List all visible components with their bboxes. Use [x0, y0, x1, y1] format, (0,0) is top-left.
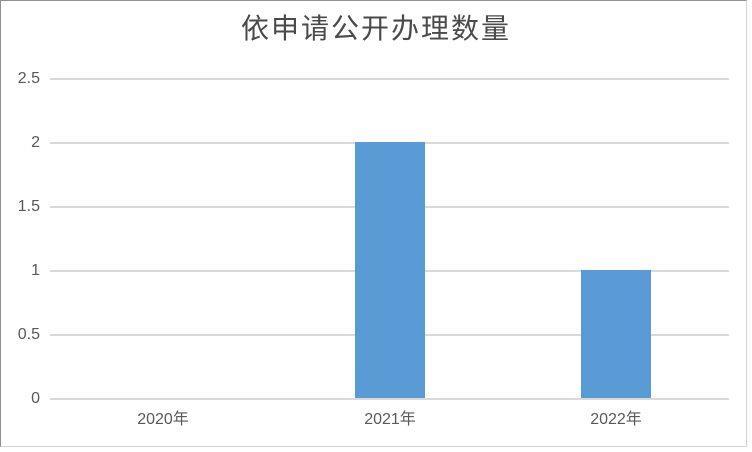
x-axis: 2020年 2021年 2022年	[50, 409, 729, 431]
x-axis-tick-label: 2020年	[137, 411, 189, 428]
bar-2022年	[581, 270, 651, 398]
y-axis-tick-label: 2.5	[17, 70, 40, 87]
y-axis-tick-label: 0.5	[17, 326, 40, 343]
x-axis-tick-label: 2021年	[364, 411, 416, 428]
plot-area	[50, 78, 729, 400]
gridline-y-2.5	[50, 78, 729, 80]
x-axis-tick-label: 2022年	[590, 411, 642, 428]
gridline-y-0	[50, 398, 729, 400]
y-axis-tick-label: 2	[31, 134, 40, 151]
y-axis-tick-label: 1	[31, 262, 40, 279]
bar-2021年	[355, 142, 425, 398]
y-axis-tick-label: 0	[31, 390, 40, 407]
y-axis: 0 0.5 1 1.5 2 2.5	[0, 70, 40, 407]
y-axis-tick-label: 1.5	[17, 198, 40, 215]
chart-title: 依申请公开办理数量	[240, 14, 511, 45]
